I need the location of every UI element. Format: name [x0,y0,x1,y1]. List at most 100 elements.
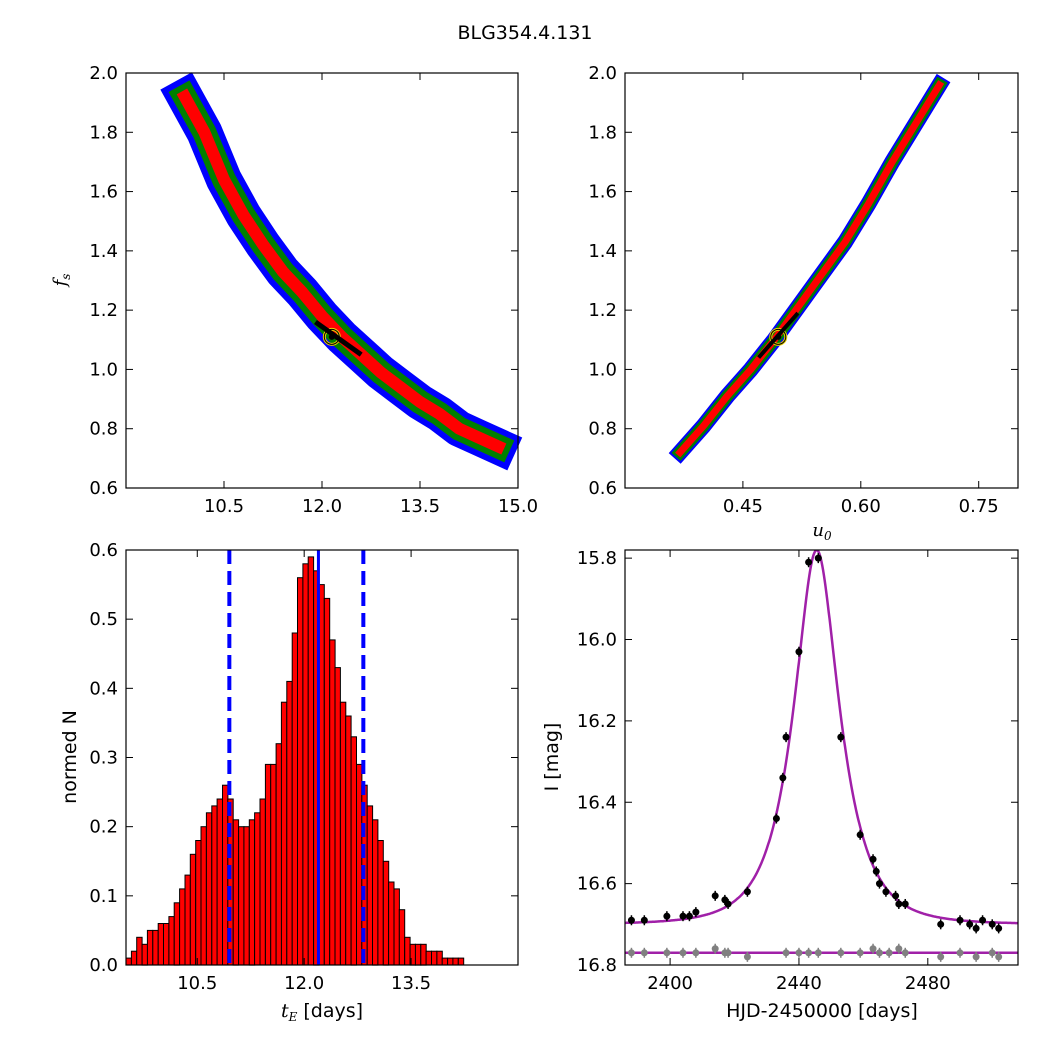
histogram-bar [356,763,363,966]
y-axis-label: fs [50,274,73,289]
y-tick-label: 16.8 [577,955,617,976]
histogram-bar [211,805,218,966]
histogram-bar [307,556,315,966]
residual-point [711,945,719,953]
histogram-bar [136,936,143,966]
histogram-bar [377,840,384,966]
histogram-bar [280,701,288,966]
residual-point [782,949,790,957]
histogram-bar [163,923,170,966]
y-tick-label: 0.1 [89,886,118,907]
data-point [772,815,780,823]
y-tick-label: 0.6 [588,478,617,499]
data-point [724,900,732,908]
histogram-bar [125,957,132,966]
x-tick-label: 10.5 [204,496,244,517]
residual-point [724,949,732,957]
y-tick-label: 16.6 [577,874,617,895]
data-point [779,774,787,782]
histogram-bar [323,597,331,966]
histogram-bar [398,909,406,966]
residual-point [885,949,893,957]
residual-point [837,949,845,957]
data-point [892,892,900,900]
residual-point [972,953,980,961]
histogram-bar [152,929,159,966]
y-tick-label: 0.2 [89,817,118,838]
data-point [995,924,1003,932]
y-tick-label: 0.0 [89,955,118,976]
histogram-bar [420,943,427,966]
band-1sigma [675,80,945,458]
residual-point [640,949,648,957]
y-tick-label: 0.6 [89,478,118,499]
histogram-bar [232,819,240,966]
band-3sigma [160,72,523,471]
panel-u0-vs-fs: 0.45 0.60 0.75 0.6 0.8 1.0 1.2 1.4 1.6 1.8 2.0 u0 [588,63,1019,543]
figure-title: BLG354.4.131 [457,22,593,44]
data-point [979,916,987,924]
data-point [872,867,880,875]
data-point [966,920,974,928]
y-tick-label: 0.8 [588,419,617,440]
x-tick-label: 0.60 [841,496,881,517]
x-tick-label: 2400 [647,973,693,994]
y-tick-label: 0.5 [89,609,118,630]
y-axis-label: normed N [59,710,81,804]
data-point [685,912,693,920]
x-axis-label: u0 [812,520,832,543]
histogram-bar [388,881,395,966]
data-point [627,916,635,924]
residual-point [901,949,909,957]
residual-point [805,949,813,957]
y-tick-label: 1.6 [588,182,617,203]
y-tick-label: 1.0 [588,359,617,380]
data-point [814,554,822,562]
axes-frame [624,72,1019,489]
histogram-bar [259,798,266,966]
histogram-bar [372,819,379,966]
y-tick-label: 1.8 [89,122,118,143]
histogram-bar [334,667,341,966]
histogram-bar [441,957,449,966]
axes: 0.45 0.60 0.75 0.6 0.8 1.0 1.2 1.4 1.6 1.8 2.0 [588,63,1018,517]
y-tick-label: 0.3 [89,748,118,769]
data-point [956,916,964,924]
histogram-bar [200,826,207,966]
data-point [972,924,980,932]
residual-point [692,949,700,957]
histogram-bar [366,805,374,966]
y-tick-label: 0.8 [89,419,118,440]
y-tick-label: 16.4 [577,792,617,813]
histogram-bar [146,929,154,966]
histogram-bar [339,701,347,966]
y-tick-label: 1.8 [588,122,617,143]
y-tick-label: 1.0 [89,359,118,380]
data-point [856,831,864,839]
y-tick-label: 0.6 [89,540,118,561]
data-point [988,920,996,928]
histogram-bar [184,874,191,966]
histogram-bar [222,784,229,966]
residual-point [679,949,687,957]
band-2sigma [168,80,515,463]
data-point [782,733,790,741]
histogram-bar [270,763,277,966]
band-core [314,319,363,357]
model-curve [625,550,1018,925]
panel-te-vs-fs: 10.5 12.0 13.5 15.0 0.6 0.8 1.0 1.2 1.4 1.6 1.8 2.0… [50,63,538,517]
histogram-bar [248,819,256,966]
plot-area [668,73,951,464]
plot-area [125,550,465,966]
histogram-bar [393,888,400,966]
axes: 2400 2440 2480 15.8 16.0 16.2 16.4 16.6 16.8 [577,548,1018,994]
x-axis-label: tE [days] [281,1000,363,1024]
data-point [805,558,813,566]
histogram-bar [329,639,336,966]
histogram-bar [452,957,459,966]
x-tick-label: 13.5 [391,973,431,994]
axes-frame [624,549,1019,966]
residual-point [627,949,635,957]
y-tick-label: 1.2 [588,300,617,321]
y-axis-label: I [mag] [541,723,563,792]
